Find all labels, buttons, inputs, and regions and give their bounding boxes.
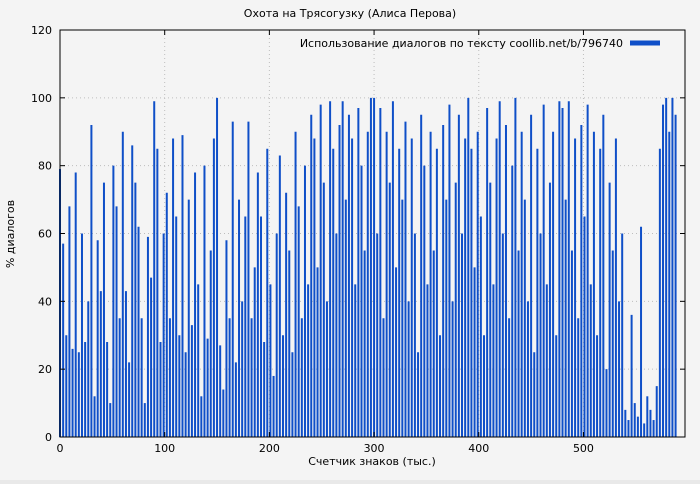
chart-title: Охота на Трясогузку (Алиса Перова) xyxy=(244,7,456,20)
axis-ticks xyxy=(59,29,685,438)
y-tick-label: 60 xyxy=(38,228,52,241)
y-tick-label: 80 xyxy=(38,160,52,173)
y-tick-label: 120 xyxy=(31,24,52,37)
y-tick-label: 40 xyxy=(38,295,52,308)
impulse-bars xyxy=(59,97,677,437)
x-tick-label: 400 xyxy=(468,442,489,455)
x-tick-label: 100 xyxy=(154,442,175,455)
x-tick-label: 500 xyxy=(573,442,594,455)
tick-labels: 0 100 200 300 400 500 0 20 40 60 80 100 120 xyxy=(31,24,594,455)
y-tick-label: 0 xyxy=(45,431,52,444)
y-axis-label: % диалогов xyxy=(4,200,17,268)
legend-label: Использование диалогов по тексту coollib… xyxy=(300,37,623,50)
y-tick-label: 20 xyxy=(38,363,52,376)
x-tick-label: 300 xyxy=(364,442,385,455)
y-tick-label: 100 xyxy=(31,92,52,105)
x-axis-label: Счетчик знаков (тыс.) xyxy=(308,455,436,468)
x-tick-label: 200 xyxy=(259,442,280,455)
x-tick-label: 0 xyxy=(57,442,64,455)
